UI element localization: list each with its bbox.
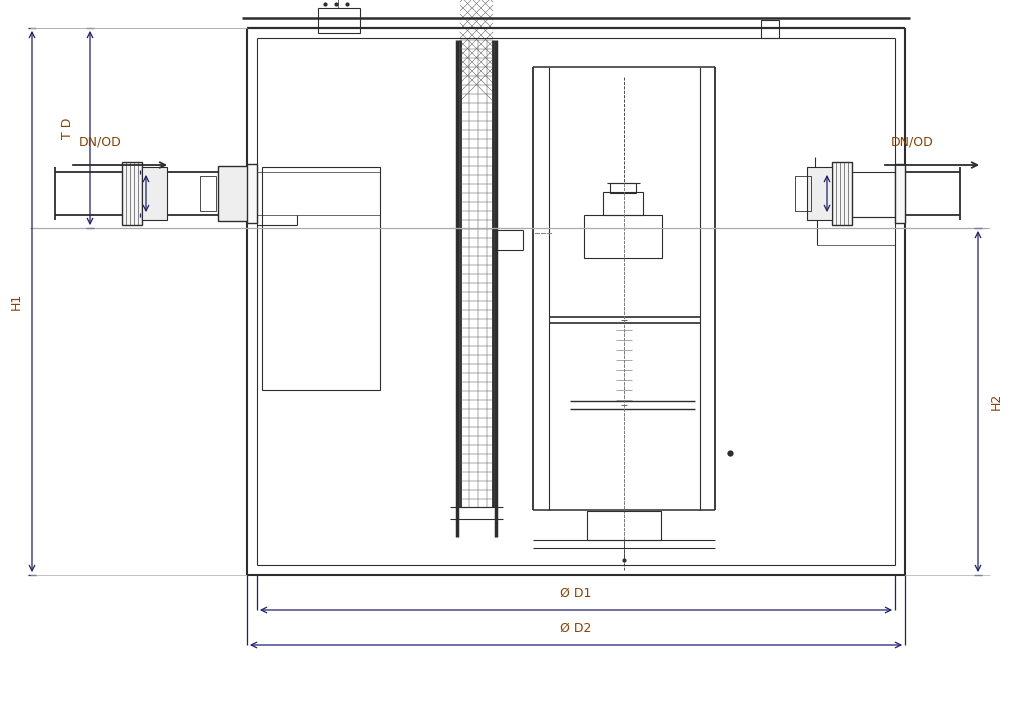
Bar (761, 20, 779, 38)
Text: T D: T D (61, 117, 74, 139)
Text: Ø D1: Ø D1 (560, 587, 591, 600)
Bar (587, 511, 661, 540)
Bar (142, 167, 167, 220)
Bar (832, 162, 852, 225)
Bar (122, 162, 142, 225)
Text: H1: H1 (9, 293, 22, 310)
Bar (895, 164, 905, 223)
Bar (247, 164, 257, 223)
Text: Ø D2: Ø D2 (560, 622, 591, 635)
Text: DN/OD: DN/OD (891, 135, 934, 149)
Bar (218, 166, 248, 221)
Bar (795, 176, 811, 211)
Text: DN/OD: DN/OD (78, 135, 121, 149)
Bar (584, 215, 662, 258)
Bar (610, 183, 636, 193)
Bar (318, 8, 360, 33)
Bar (807, 167, 832, 220)
Bar (200, 176, 216, 211)
Bar (262, 167, 380, 390)
Text: H2: H2 (989, 393, 1003, 410)
Bar (603, 192, 643, 215)
